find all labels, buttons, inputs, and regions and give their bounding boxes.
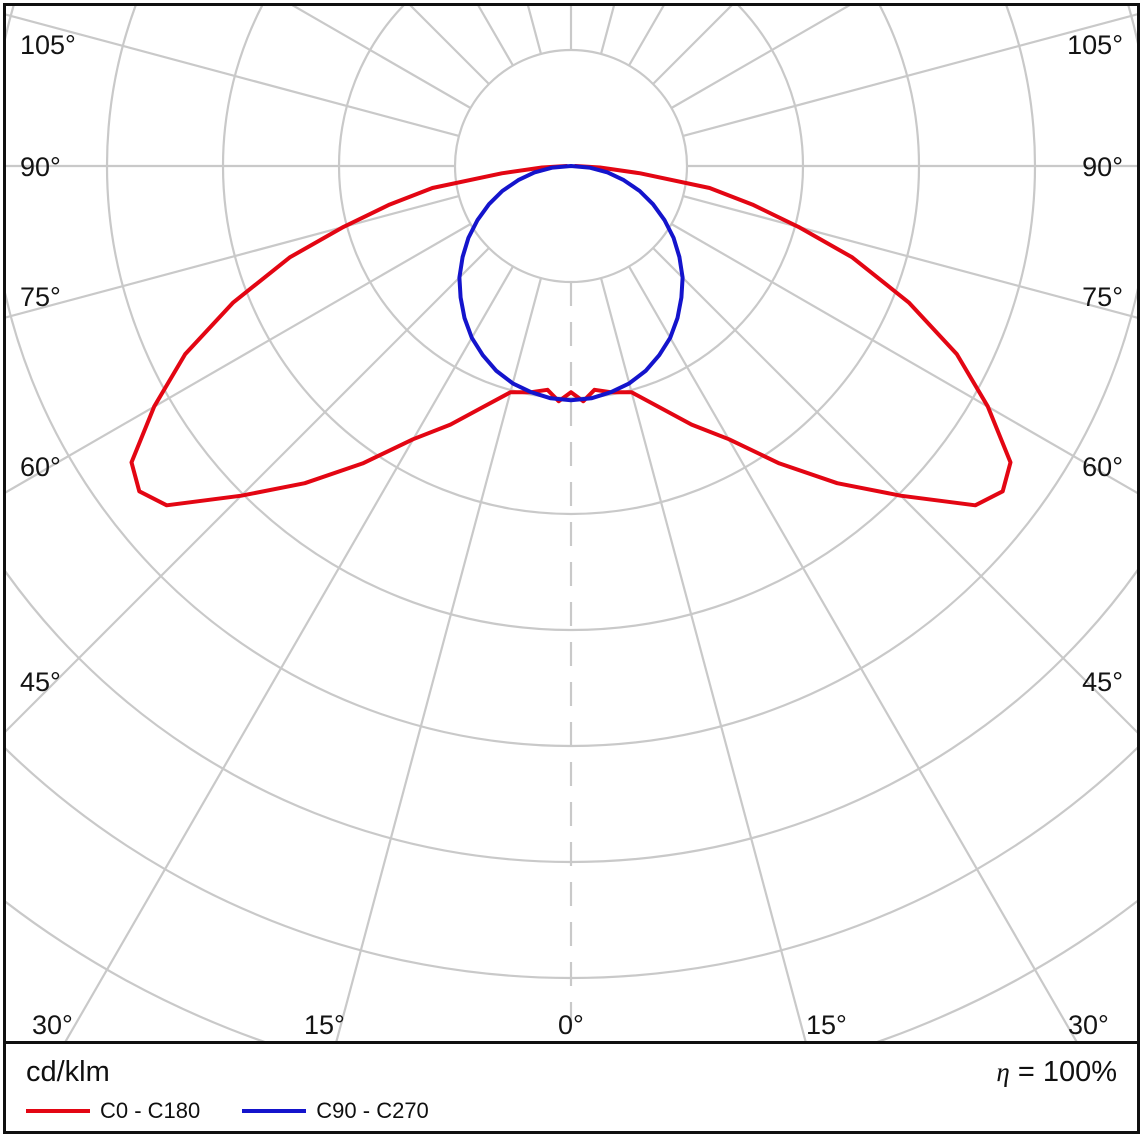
units-label: cd/klm [26,1056,110,1088]
legend: C0 - C180 C90 - C270 [26,1098,1117,1124]
legend-item-c0-c180: C0 - C180 [26,1098,200,1124]
angle-label-bottom-0: 0° [558,1010,584,1040]
polar-plot-area: 105° 90° 75° 60° 45° 30° 15° 0° 15° 30° … [6,6,1137,1044]
angle-label-bottom-left-30: 30° [32,1010,73,1040]
angle-label-right-90: 90° [1082,152,1123,182]
angle-label-right-75: 75° [1082,282,1123,312]
footer: cd/klm η = 100% C0 - C180 C90 - C270 [6,1044,1137,1131]
legend-line-c90-c270 [242,1109,307,1113]
curve-c0-c180 [129,164,1013,508]
legend-label-c90-c270: C90 - C270 [316,1098,429,1123]
angle-label-right-45: 45° [1082,667,1123,697]
eta-symbol: η [996,1057,1010,1087]
angle-label-right-60: 60° [1082,452,1123,482]
legend-item-c90-c270: C90 - C270 [242,1098,429,1124]
angle-tick-labels: 105° 90° 75° 60° 45° 30° 15° 0° 15° 30° … [20,30,1123,1040]
legend-label-c0-c180: C0 - C180 [100,1098,201,1123]
footer-top-row: cd/klm η = 100% [26,1056,1117,1089]
polar-grid [6,6,1137,1041]
angle-label-left-75: 75° [20,282,61,312]
efficiency-label: η = 100% [996,1056,1117,1089]
legend-line-c0-c180 [26,1109,90,1113]
polar-chart: 105° 90° 75° 60° 45° 30° 15° 0° 15° 30° … [6,6,1137,1041]
angle-label-right-105: 105° [1067,30,1123,60]
angle-label-left-60: 60° [20,452,61,482]
angle-label-bottom-right-15: 15° [806,1010,847,1040]
eta-value: = 100% [1009,1056,1117,1088]
angle-label-left-105: 105° [20,30,76,60]
angle-label-bottom-left-15: 15° [304,1010,345,1040]
angle-label-left-45: 45° [20,667,61,697]
curve-c90-c270 [457,164,685,403]
angle-label-bottom-right-30: 30° [1068,1010,1109,1040]
angle-label-left-90: 90° [20,152,61,182]
diagram-frame: 105° 90° 75° 60° 45° 30° 15° 0° 15° 30° … [3,3,1140,1134]
